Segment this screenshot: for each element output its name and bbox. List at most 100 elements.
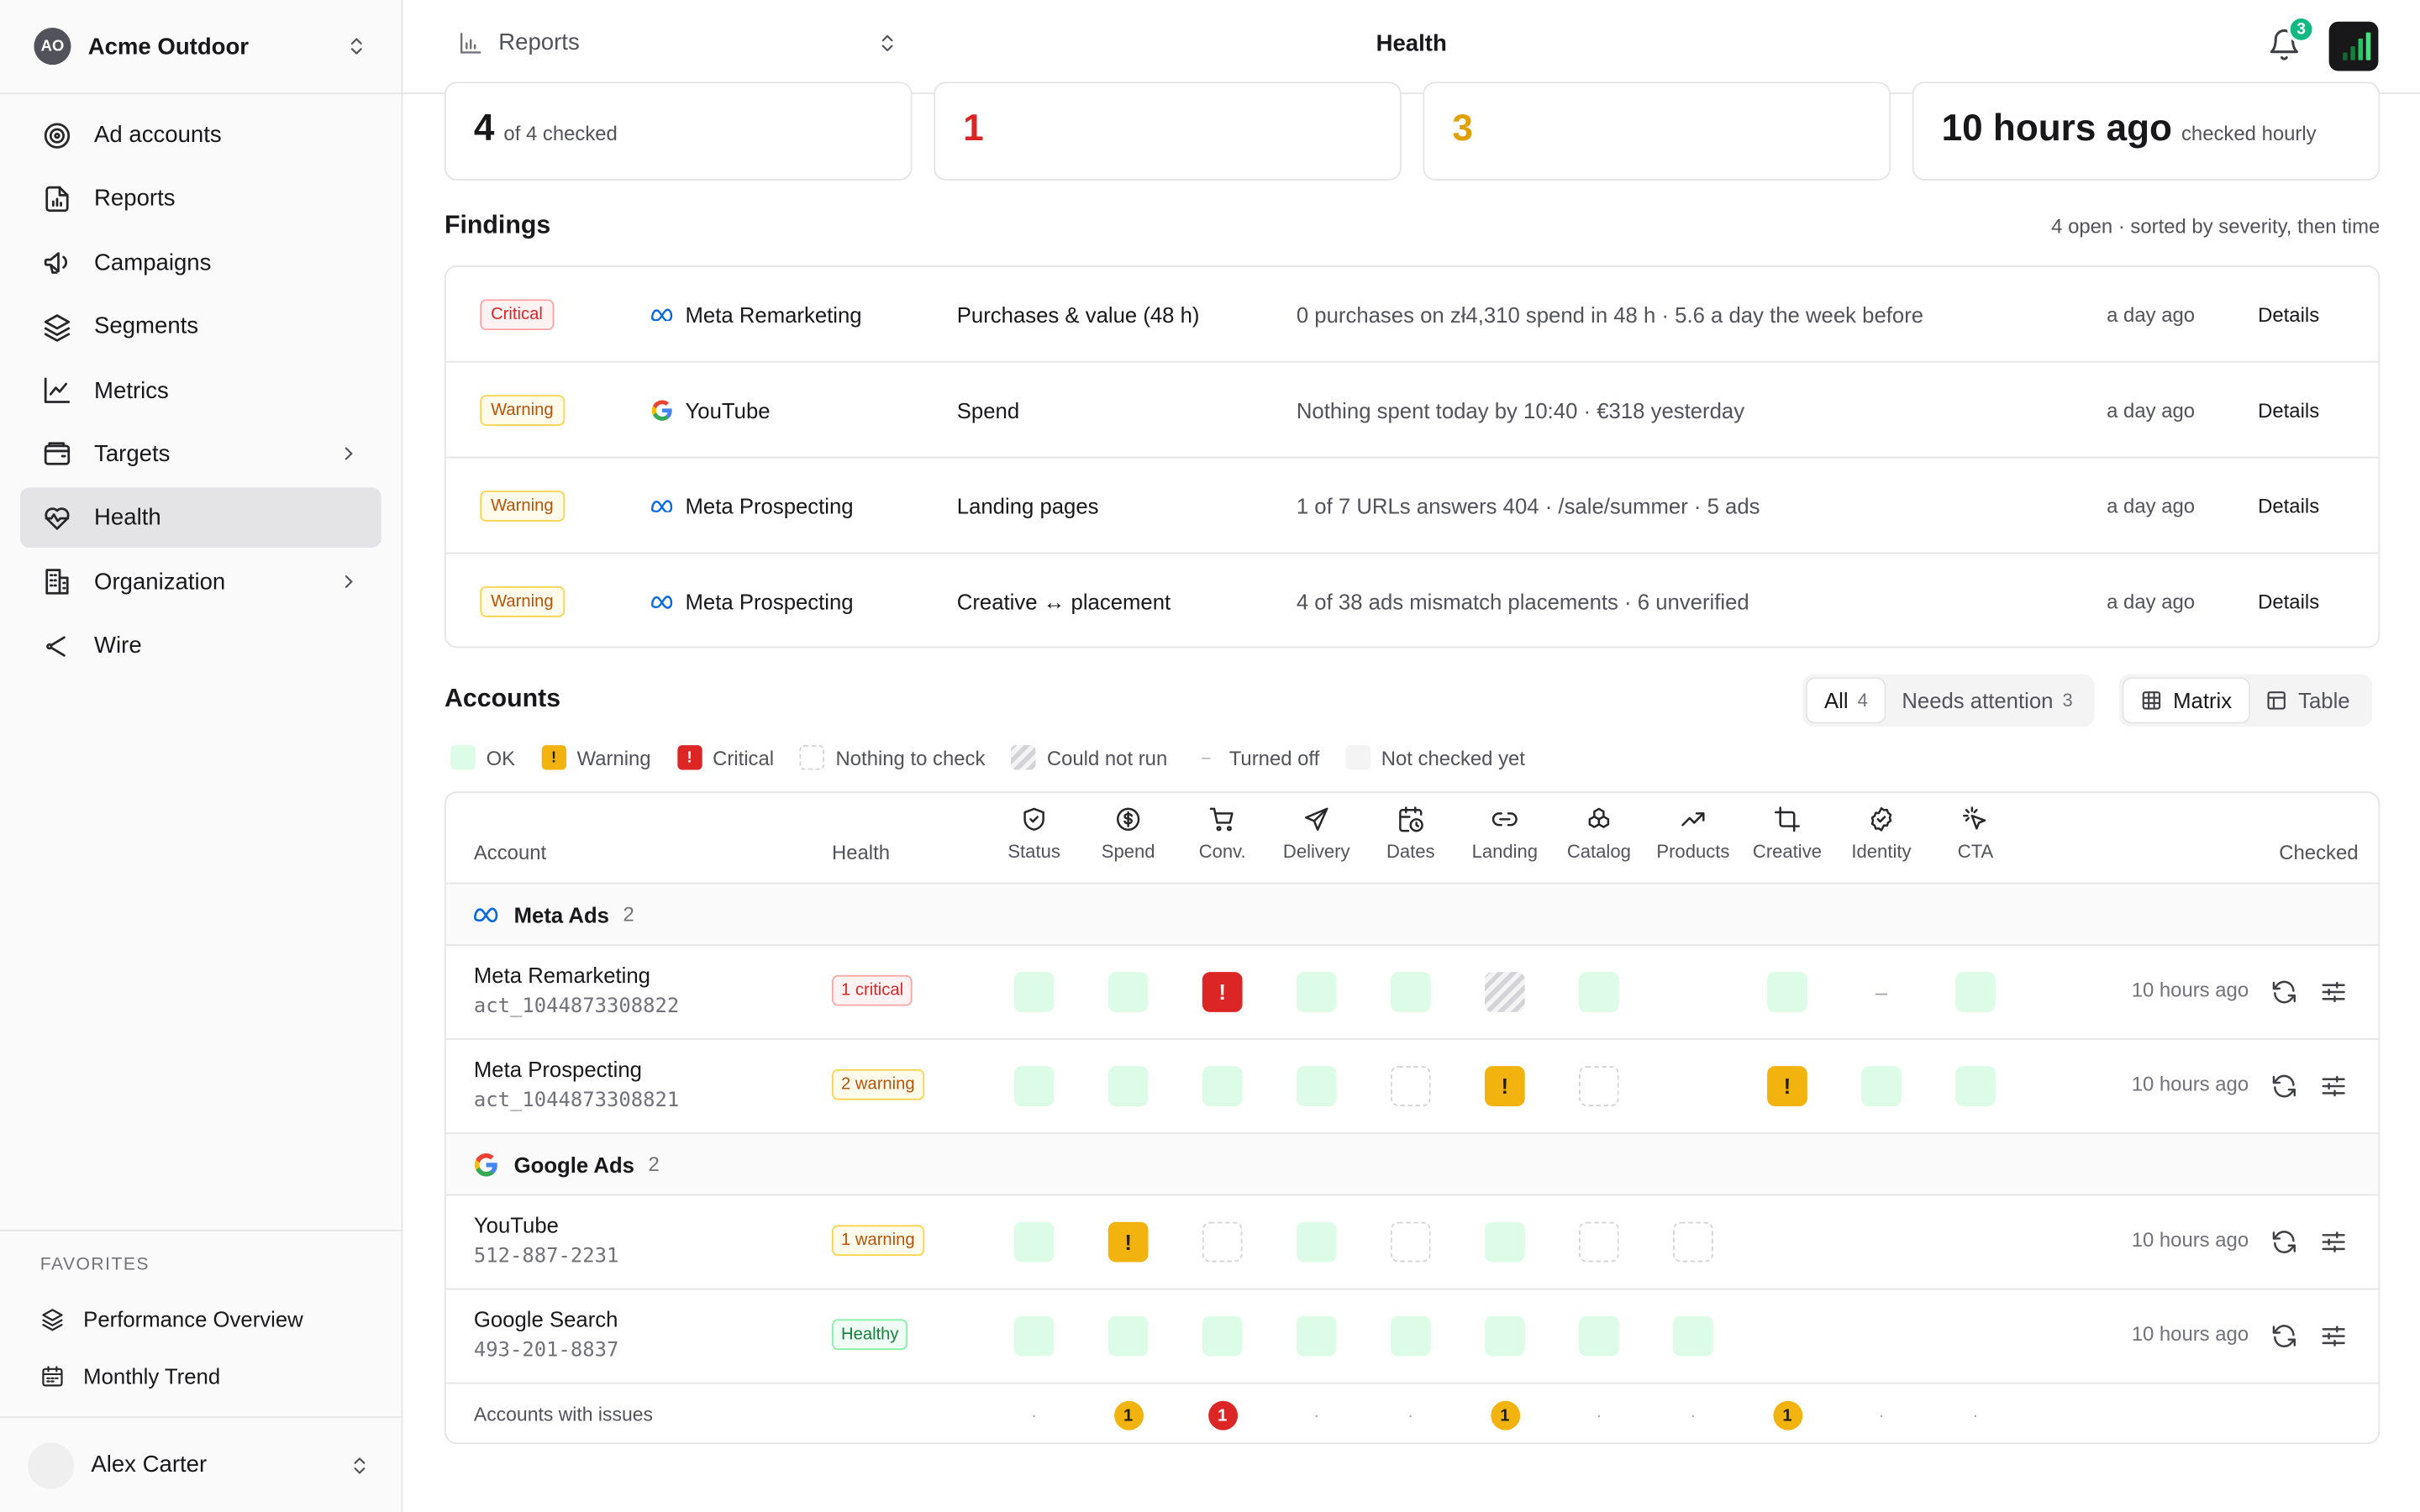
status-cell-norun[interactable]: [1484, 972, 1525, 1012]
status-cell-ok[interactable]: [1296, 1315, 1337, 1357]
org-name: Acme Outdoor: [87, 33, 250, 60]
sliders-icon[interactable]: [2320, 1073, 2348, 1100]
status-cell-ok[interactable]: [1296, 972, 1337, 1012]
view-table[interactable]: Table: [2249, 679, 2366, 722]
sidebar-item-reports[interactable]: Reports: [20, 169, 381, 229]
sidebar-item-targets[interactable]: Targets: [20, 424, 381, 485]
status-cell-warning[interactable]: !: [1484, 1066, 1525, 1106]
status-cell-ok[interactable]: [1202, 1315, 1243, 1357]
column-products[interactable]: Products: [1646, 806, 1740, 863]
status-cell-ok[interactable]: [1390, 972, 1431, 1012]
finding-account: YouTube: [650, 397, 771, 422]
sidebar-item-campaigns[interactable]: Campaigns: [20, 233, 381, 293]
column-cta[interactable]: CTA: [1928, 806, 2023, 863]
status-cell-ok[interactable]: [1955, 1066, 1996, 1106]
sliders-icon[interactable]: [2320, 1228, 2348, 1256]
table-row[interactable]: Google Search 493-201-8837 Healthy 10 ho…: [445, 1290, 2379, 1384]
legend-swatch-pending: [1345, 745, 1370, 770]
severity-badge: Critical: [480, 298, 554, 330]
table-row[interactable]: Meta Prospecting act_1044873308821 2 war…: [445, 1040, 2379, 1135]
finding-time: a day ago: [2107, 397, 2196, 422]
avatar: [28, 1441, 75, 1488]
sidebar-item-segments[interactable]: Segments: [20, 297, 381, 357]
status-cell-ok[interactable]: [1202, 1066, 1243, 1106]
status-cell-none[interactable]: [1390, 1066, 1431, 1106]
status-cell-ok[interactable]: [1013, 1066, 1055, 1106]
bell-icon[interactable]: [2267, 28, 2301, 61]
checked-time: 10 hours ago: [2131, 1322, 2249, 1346]
status-cell-ok[interactable]: [1955, 972, 1996, 1012]
finding-row[interactable]: Warning Meta Prospecting Landing pages 1…: [445, 459, 2379, 554]
sliders-icon[interactable]: [2320, 1322, 2348, 1350]
status-cell-none[interactable]: [1390, 1221, 1431, 1263]
status-cell-none[interactable]: [1673, 1221, 1713, 1263]
status-cell-ok[interactable]: [1390, 1315, 1431, 1357]
sidebar-item-health[interactable]: Health: [19, 488, 381, 549]
column-creative[interactable]: Creative: [1740, 806, 1834, 863]
favorite-item[interactable]: Performance Overview: [0, 1290, 402, 1347]
status-cell-ok[interactable]: [1578, 972, 1619, 1012]
status-cell-ok[interactable]: [1484, 1315, 1525, 1357]
legend-item: Nothing to check: [800, 745, 985, 770]
status-cell-warning[interactable]: !: [1107, 1221, 1149, 1263]
status-cell-ok[interactable]: [1861, 1066, 1902, 1106]
table-row[interactable]: Meta Remarketing act_1044873308822 1 cri…: [445, 946, 2379, 1040]
favorite-item[interactable]: Monthly Trend: [0, 1347, 402, 1404]
status-cell-none[interactable]: [1202, 1221, 1243, 1263]
status-cell-ok[interactable]: [1013, 1315, 1055, 1357]
refresh-icon[interactable]: [2270, 978, 2298, 1005]
status-cell-ok[interactable]: [1673, 1315, 1713, 1357]
status-cell-none[interactable]: [1578, 1066, 1619, 1106]
refresh-icon[interactable]: [2270, 1322, 2298, 1350]
status-cell-ok[interactable]: [1767, 972, 1807, 1012]
filter-all[interactable]: All 4: [1807, 679, 1886, 722]
stat-card: 1: [934, 81, 1402, 181]
column-identity[interactable]: Identity: [1834, 806, 1928, 863]
column-catalog[interactable]: Catalog: [1552, 806, 1646, 863]
column-delivery[interactable]: Delivery: [1270, 806, 1364, 863]
table-row[interactable]: YouTube 512-887-2231 1 warning ! 10 hour…: [445, 1195, 2379, 1290]
status-cell-ok[interactable]: [1107, 1066, 1149, 1106]
sliders-icon[interactable]: [2320, 978, 2348, 1005]
column-landing[interactable]: Landing: [1458, 806, 1552, 863]
view-matrix[interactable]: Matrix: [2123, 679, 2249, 722]
status-cell-ok[interactable]: [1013, 1221, 1055, 1263]
accounts-title: Accounts: [444, 685, 561, 713]
status-cell-ok[interactable]: [1578, 1315, 1619, 1357]
status-cell-ok[interactable]: [1107, 1315, 1149, 1357]
status-cell-ok[interactable]: [1107, 972, 1149, 1012]
finding-row[interactable]: Critical Meta Remarketing Purchases & va…: [445, 267, 2379, 363]
sidebar-item-wire[interactable]: Wire: [20, 616, 381, 676]
column-dates[interactable]: Dates: [1364, 806, 1458, 863]
status-cell-ok[interactable]: [1013, 972, 1055, 1012]
refresh-icon[interactable]: [2270, 1073, 2298, 1100]
wallet-icon: [44, 443, 71, 466]
sidebar-item-metrics[interactable]: Metrics: [20, 360, 381, 421]
user-menu[interactable]: Alex Carter: [0, 1416, 402, 1512]
status-cell-ok[interactable]: [1296, 1066, 1337, 1106]
sidebar-item-organization[interactable]: Organization: [20, 552, 381, 612]
filter-needs-attention[interactable]: Needs attention 3: [1885, 679, 2090, 722]
chevron-right-icon: [345, 575, 353, 589]
status-cell-warning[interactable]: !: [1767, 1066, 1807, 1106]
sidebar-item-ad-accounts[interactable]: Ad accounts: [20, 105, 381, 165]
details-link[interactable]: Details: [2258, 590, 2320, 614]
details-link[interactable]: Details: [2258, 493, 2320, 517]
column-conv[interactable]: Conv.: [1176, 806, 1270, 863]
org-switcher[interactable]: AO Acme Outdoor: [0, 0, 402, 95]
findings-list: Critical Meta Remarketing Purchases & va…: [444, 265, 2381, 648]
status-cell-ok[interactable]: [1296, 1221, 1337, 1263]
refresh-icon[interactable]: [2270, 1228, 2298, 1256]
column-spend[interactable]: Spend: [1081, 806, 1176, 863]
app-logo[interactable]: [2328, 21, 2379, 71]
status-cell-ok[interactable]: [1484, 1221, 1525, 1263]
finding-row[interactable]: Warning Meta Prospecting Creative ↔ plac…: [446, 554, 2379, 646]
account-id: act_1044873308822: [473, 995, 680, 1019]
finding-row[interactable]: Warning YouTube Spend Nothing spent toda…: [445, 363, 2379, 459]
section-selector[interactable]: Reports: [459, 29, 898, 55]
status-cell-none[interactable]: [1578, 1221, 1619, 1263]
column-status[interactable]: Status: [987, 806, 1081, 863]
status-cell-critical[interactable]: !: [1202, 972, 1243, 1012]
details-link[interactable]: Details: [2258, 397, 2320, 422]
details-link[interactable]: Details: [2258, 302, 2320, 326]
